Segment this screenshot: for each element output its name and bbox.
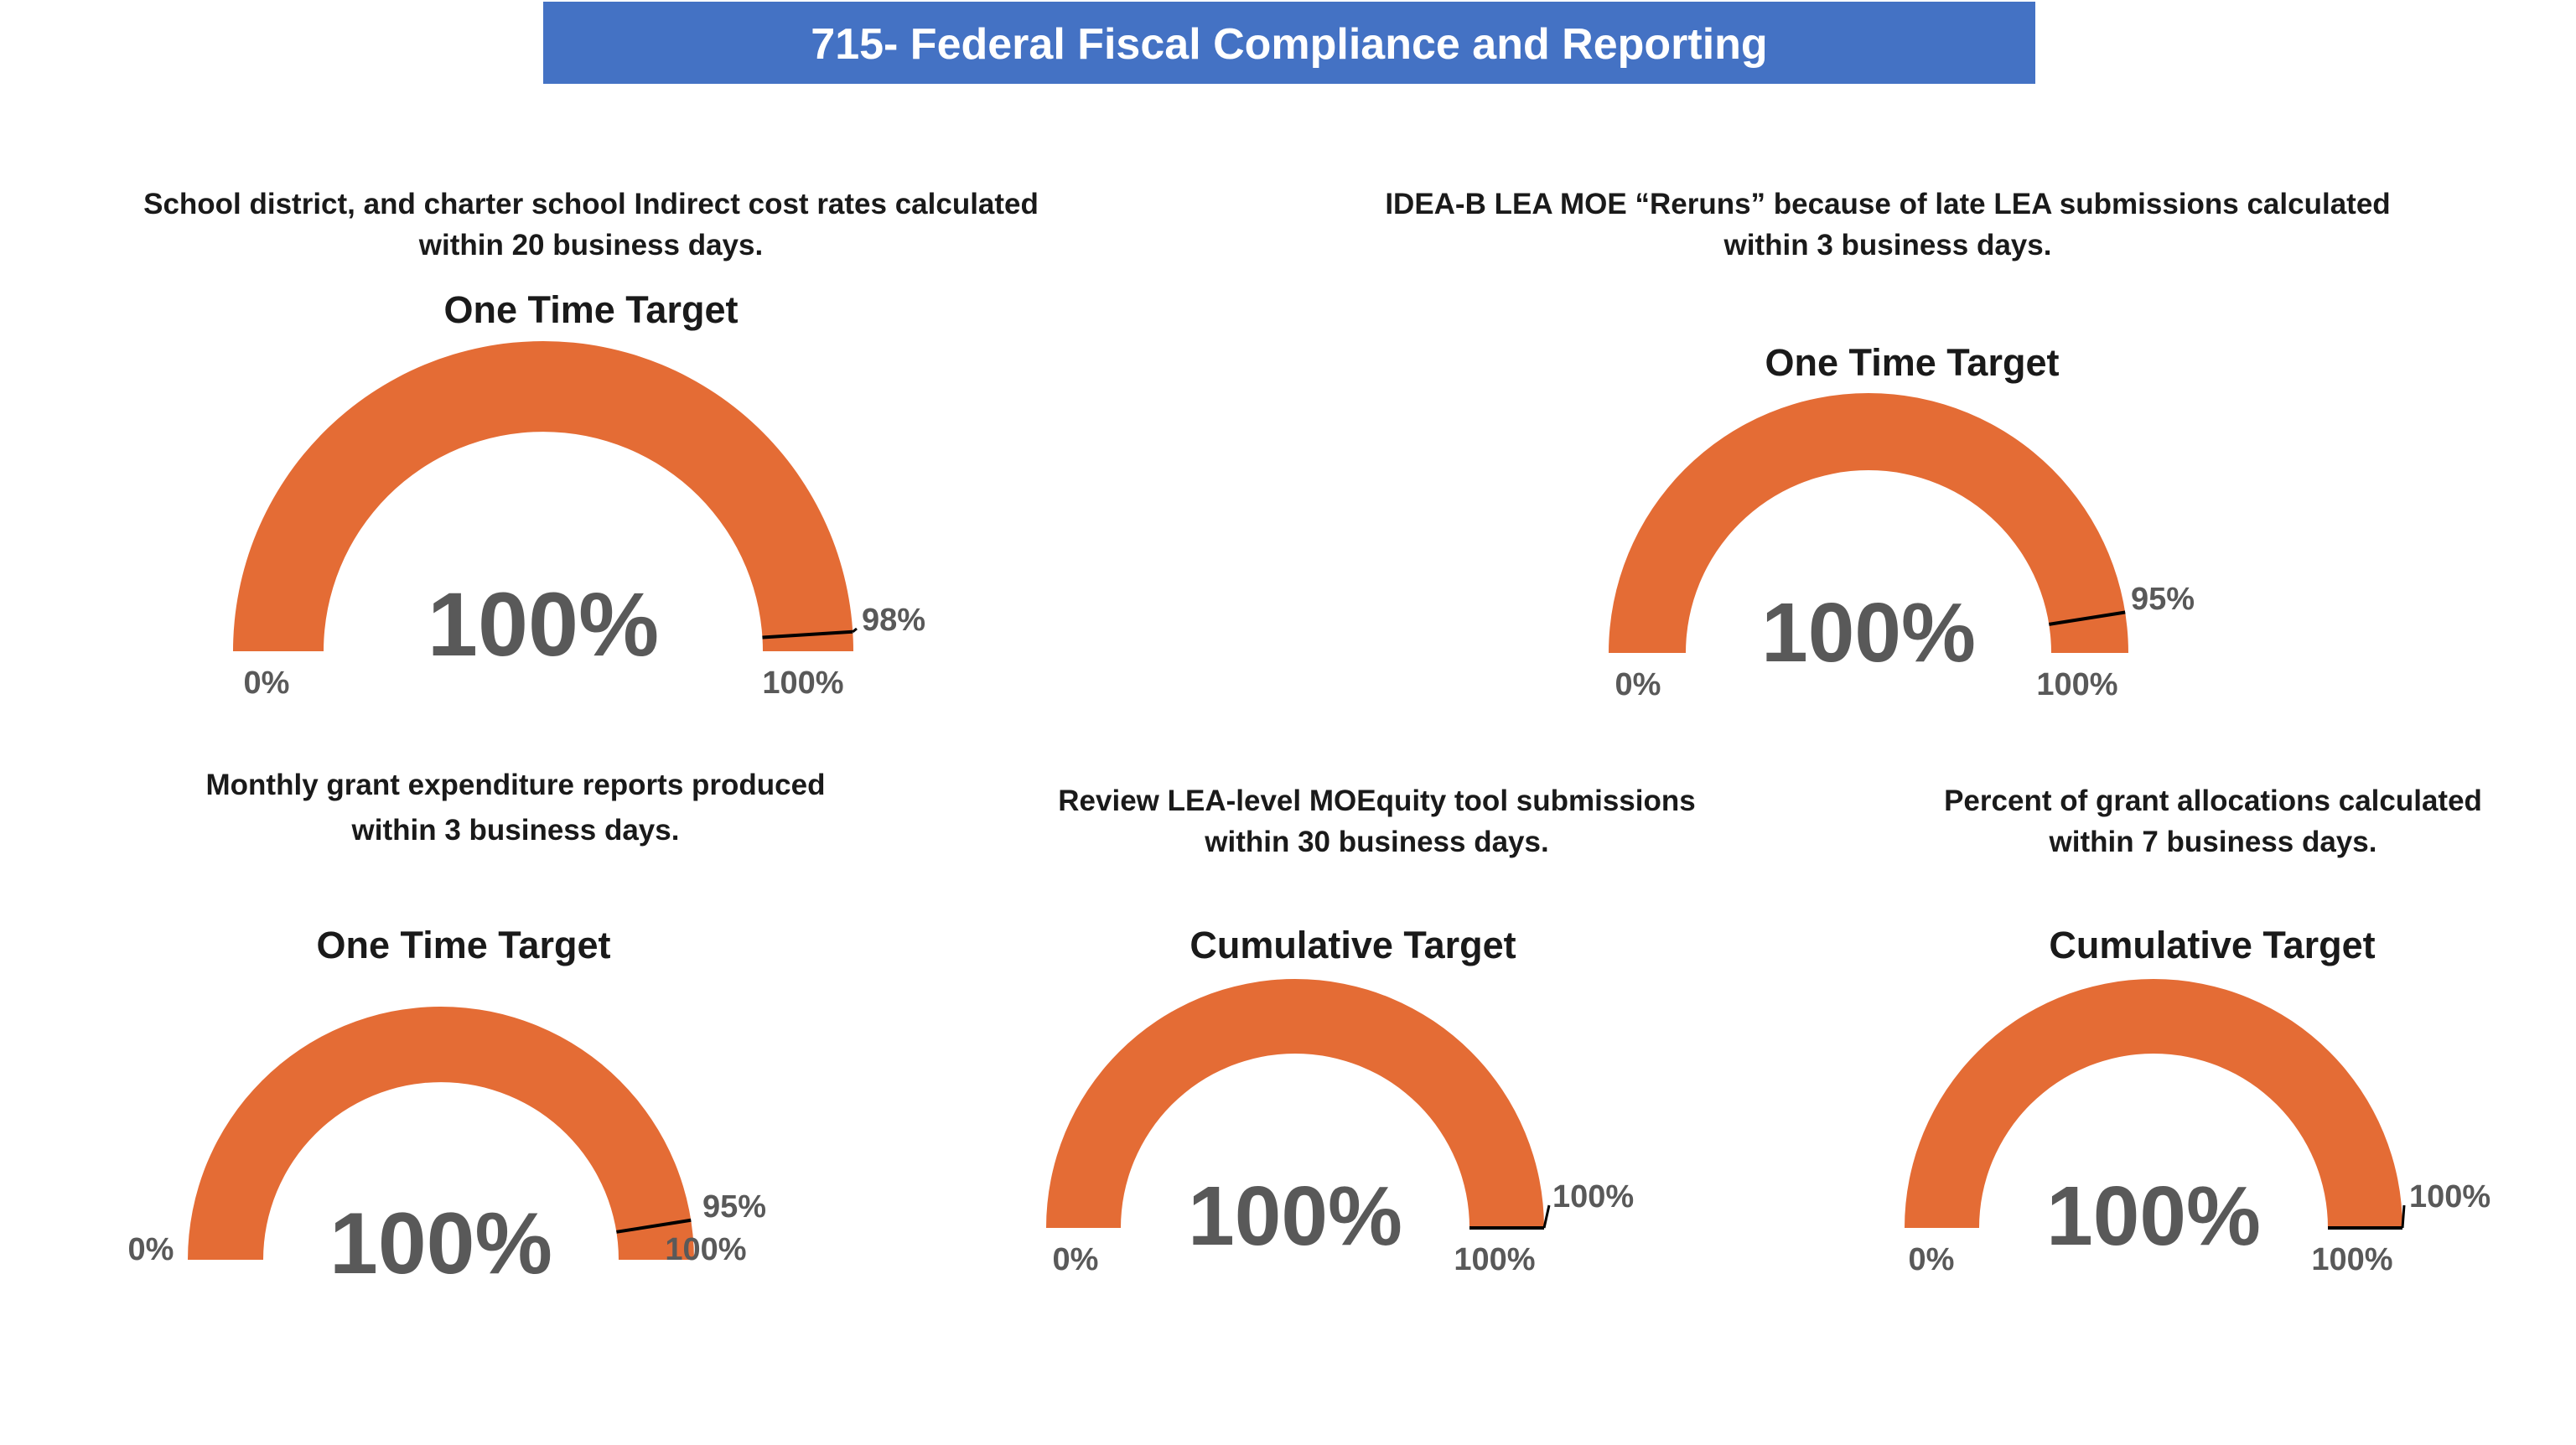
kpi-title-line: IDEA-B LEA MOE “Reruns” because of late …	[1385, 188, 2391, 220]
kpi-title-line: Monthly grant expenditure reports produc…	[205, 769, 826, 801]
gauge-target-label: 98%	[862, 603, 925, 638]
kpi-title-line: Percent of grant allocations calculated	[1944, 785, 2482, 817]
page-title: 715- Federal Fiscal Compliance and Repor…	[811, 20, 1768, 69]
gauge-max-label: 100%	[1454, 1242, 1535, 1277]
gauge-max-label: 100%	[762, 666, 843, 701]
gauge-target-title: One Time Target	[443, 288, 739, 331]
gauge-max-label: 100%	[2311, 1242, 2392, 1277]
kpi-title-line: within 20 business days.	[418, 229, 764, 262]
gauge-value: 100%	[1188, 1169, 1402, 1263]
gauge-min-label: 0%	[1053, 1242, 1099, 1277]
gauge-max-label: 100%	[665, 1232, 746, 1267]
kpi-title-line: within 30 business days.	[1205, 826, 1549, 858]
gauge-arc	[188, 1007, 694, 1260]
kpi-title: Review LEA-level MOEquity tool submissio…	[981, 780, 1773, 862]
target-leader-line	[1542, 1204, 1551, 1229]
gauge-target-label: 100%	[1552, 1179, 1634, 1215]
gauge-target-label: 95%	[702, 1189, 766, 1225]
target-marker	[762, 629, 853, 640]
gauge-min-label: 0%	[1615, 667, 1661, 702]
gauge-target-label: 100%	[2409, 1179, 2490, 1215]
gauge-target-title: One Time Target	[316, 924, 611, 966]
gauge-target-title: Cumulative Target	[1190, 924, 1516, 966]
gauge-value: 100%	[329, 1195, 552, 1292]
target-marker	[2049, 610, 2126, 626]
gauge-arc	[1905, 979, 2402, 1228]
kpi-title-line: Review LEA-level MOEquity tool submissio…	[1058, 785, 1696, 817]
header-bar	[543, 2, 2035, 84]
gauge-target-title: Cumulative Target	[2049, 924, 2376, 966]
target-leader-line	[2401, 1204, 2406, 1229]
kpi-title-line: School district, and charter school Indi…	[143, 188, 1039, 220]
kpi-title-line: within 3 business days.	[351, 814, 680, 847]
gauge-value: 100%	[428, 573, 659, 675]
gauge-min-label: 0%	[128, 1232, 174, 1267]
kpi-title: IDEA-B LEA MOE “Reruns” because of late …	[1270, 184, 2506, 266]
gauge-value: 100%	[2046, 1169, 2261, 1263]
gauge-arc	[233, 341, 853, 651]
gauge-max-label: 100%	[2036, 667, 2117, 702]
gauge-target-title: One Time Target	[1765, 341, 2060, 384]
gauge-min-label: 0%	[244, 666, 290, 701]
target-marker	[616, 1218, 692, 1234]
kpi-title: School district, and charter school Indi…	[34, 184, 1148, 266]
target-leader-line	[852, 627, 858, 633]
kpi-title: Percent of grant allocations calculated …	[1869, 780, 2557, 862]
gauge-target-label: 95%	[2131, 582, 2195, 617]
gauge-value: 100%	[1761, 586, 1976, 680]
gauge-arc	[1609, 393, 2128, 653]
gauge-arc	[1046, 979, 1544, 1228]
gauge-min-label: 0%	[1909, 1242, 1955, 1277]
kpi-title-line: within 7 business days.	[2049, 826, 2377, 858]
kpi-title: Monthly grant expenditure reports produc…	[50, 763, 981, 853]
kpi-title-line: within 3 business days.	[1723, 229, 2052, 262]
